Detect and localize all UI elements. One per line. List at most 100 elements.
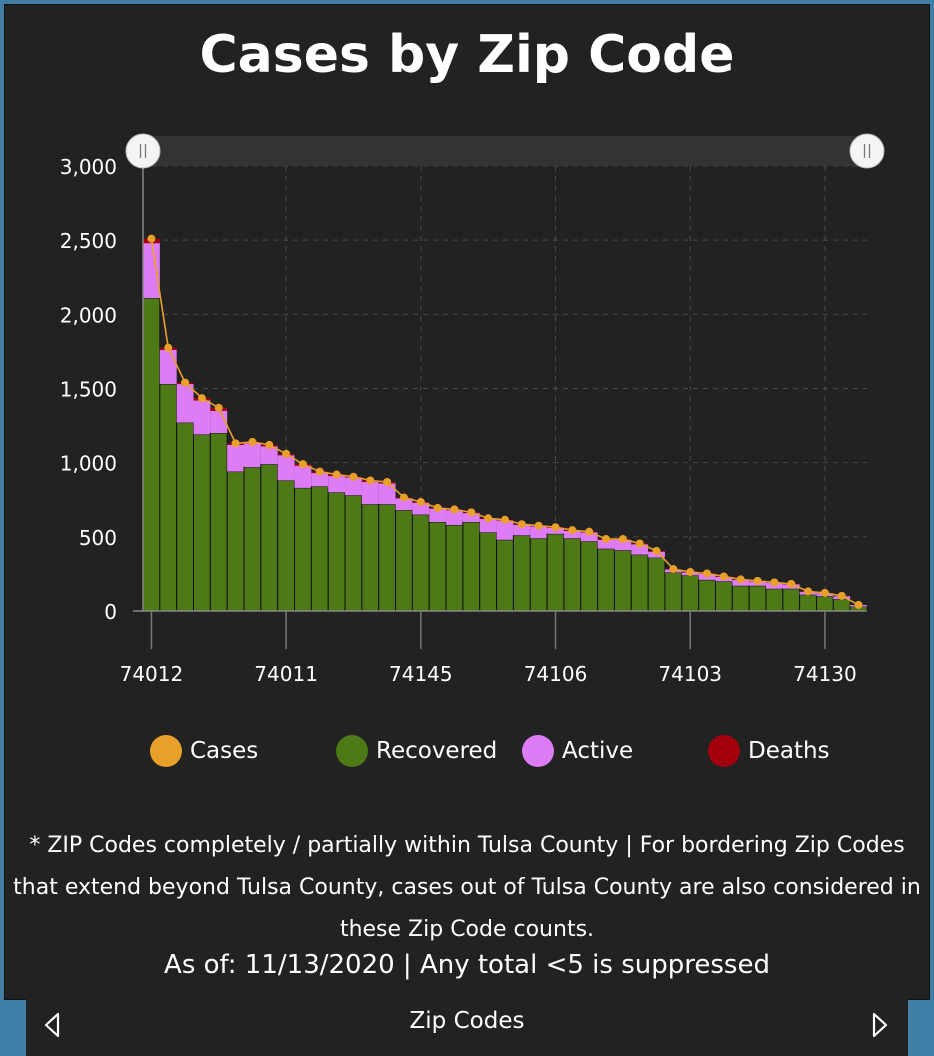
bar-recovered <box>782 588 801 612</box>
recovered-legend-dot <box>336 735 368 767</box>
cases-point <box>181 378 190 387</box>
nav-title: Zip Codes <box>409 1008 525 1034</box>
zoom-handle-left[interactable] <box>125 133 161 169</box>
cases-point <box>602 535 611 544</box>
bar-recovered <box>361 503 380 612</box>
cases-point <box>433 503 442 512</box>
cases-point <box>450 505 459 514</box>
bar-active <box>311 473 329 487</box>
bar-recovered <box>765 588 784 612</box>
bar-chart: 0 500 1,000 1,500 2,000 2,500 3,000 74012 74011 7… <box>60 133 885 686</box>
bar-recovered <box>799 594 817 612</box>
bar-active <box>580 532 598 542</box>
legend-item-active[interactable]: Active <box>522 735 633 767</box>
y-tick-label: 1,000 <box>60 452 117 476</box>
bar-recovered <box>277 479 296 612</box>
cases-point <box>416 497 425 506</box>
active-legend-dot <box>522 735 554 767</box>
nav-bar: Zip Codes <box>26 996 908 1056</box>
cases-point <box>787 579 796 588</box>
legend-label-cases: Cases <box>190 738 259 764</box>
bar-active <box>159 349 177 385</box>
cases-point <box>147 234 156 243</box>
cases-point <box>197 394 206 403</box>
cases-point <box>265 440 274 449</box>
bar-active <box>260 446 278 465</box>
cases-point <box>231 439 240 448</box>
bar-recovered <box>630 554 649 612</box>
deaths-legend-dot <box>708 735 740 767</box>
y-tick-label: 1,500 <box>60 378 117 402</box>
bar-recovered <box>445 524 464 612</box>
bar-recovered <box>411 514 430 612</box>
bar-active <box>446 510 463 525</box>
legend-label-deaths: Deaths <box>748 738 830 764</box>
bar-recovered <box>395 509 413 612</box>
bar-recovered <box>748 585 767 612</box>
cases-point <box>652 546 661 555</box>
cases-point <box>618 535 627 544</box>
x-tick-label: 74130 <box>793 662 857 686</box>
cases-point <box>517 520 526 529</box>
bar-recovered <box>294 487 312 612</box>
y-tick-label: 500 <box>79 526 117 550</box>
x-tick-label: 74012 <box>120 662 184 686</box>
cases-point <box>820 588 829 597</box>
zoom-scrollbar-track[interactable] <box>143 136 867 166</box>
bar-active <box>479 519 497 533</box>
bar-active <box>294 465 312 488</box>
cases-point <box>366 476 375 485</box>
bar-recovered <box>496 539 514 612</box>
bar-active <box>328 476 346 493</box>
legend-item-recovered[interactable]: Recovered <box>336 735 497 767</box>
triangle-right-icon[interactable] <box>864 1010 894 1040</box>
cases-point <box>753 576 762 585</box>
bar-active <box>143 243 160 299</box>
y-tick-label: 2,000 <box>60 303 117 327</box>
cases-point <box>484 514 493 523</box>
zoom-handle-right[interactable] <box>849 133 885 169</box>
bar-recovered <box>714 580 733 612</box>
bar-active <box>345 477 362 496</box>
bar-recovered <box>260 463 279 612</box>
bar-recovered <box>428 521 447 612</box>
y-tick-label: 2,500 <box>60 229 117 253</box>
bar-active <box>361 481 379 505</box>
x-tick-label: 74103 <box>658 662 722 686</box>
cases-point <box>568 526 577 535</box>
chart-panel: Cases by Zip Code 0 500 1,000 1,500 2,000 2,5… <box>4 4 930 1000</box>
bar-active <box>513 524 531 536</box>
bar-recovered <box>142 297 161 612</box>
footnote: * ZIP Codes completely / partially withi… <box>13 833 921 942</box>
bar-active <box>176 384 194 423</box>
chart-title: Cases by Zip Code <box>199 25 735 85</box>
bar-active <box>277 455 295 481</box>
bar-active <box>412 502 430 515</box>
bar-recovered <box>698 579 716 612</box>
cases-point <box>703 569 712 578</box>
bar-active <box>462 513 480 522</box>
bar-recovered <box>344 494 363 612</box>
bar-recovered <box>226 471 245 612</box>
bar-recovered <box>546 533 565 612</box>
y-tick-label: 3,000 <box>60 155 117 179</box>
bar-recovered <box>209 432 228 612</box>
bar-recovered <box>731 585 750 612</box>
bar-active <box>530 526 548 539</box>
bar-active <box>244 443 261 468</box>
legend-item-cases[interactable]: Cases <box>150 735 258 767</box>
cases-point <box>736 575 745 584</box>
bar-active <box>597 539 615 549</box>
cases-legend-dot <box>150 735 182 767</box>
bar-active <box>227 444 245 472</box>
bar-recovered <box>462 521 481 612</box>
cases-point <box>399 493 408 502</box>
legend-item-deaths[interactable]: Deaths <box>708 735 830 767</box>
triangle-left-icon[interactable] <box>38 1010 68 1040</box>
bar-active <box>429 508 447 522</box>
bar-recovered <box>176 422 195 612</box>
cases-point <box>534 521 543 530</box>
bar-active <box>631 544 649 555</box>
bar-active <box>496 520 514 540</box>
bar-recovered <box>832 598 851 612</box>
